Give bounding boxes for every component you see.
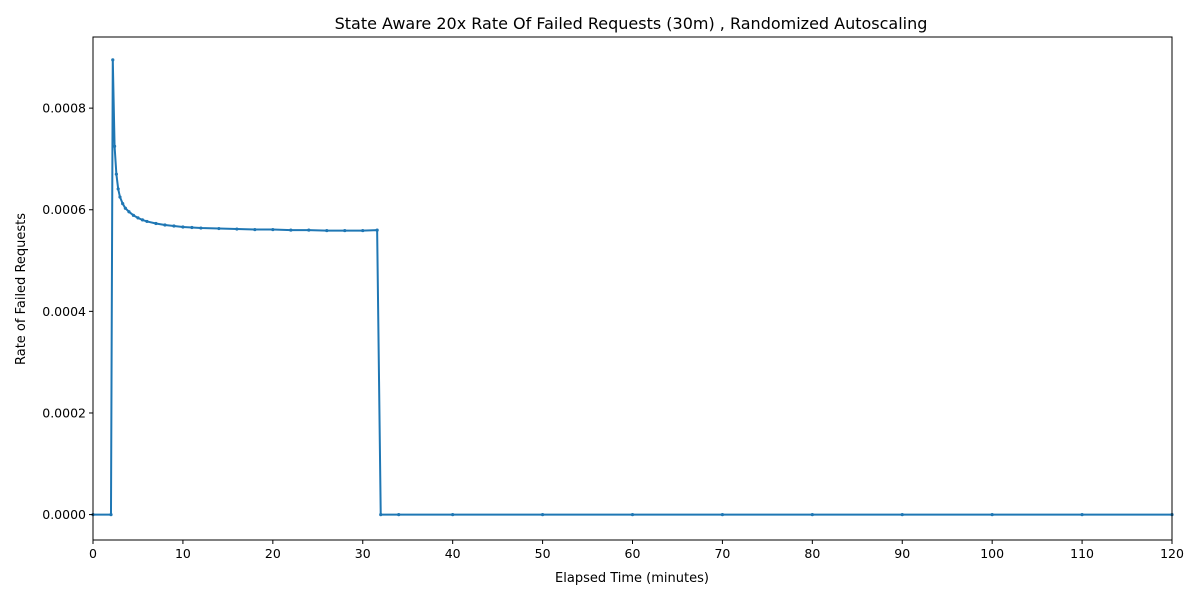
data-point xyxy=(451,512,455,517)
x-tick-label: 40 xyxy=(445,546,461,561)
data-point xyxy=(289,228,293,232)
data-point xyxy=(375,228,379,232)
y-tick-label: 0.0006 xyxy=(42,202,86,217)
data-point xyxy=(116,187,120,191)
data-point xyxy=(145,219,149,224)
series-line xyxy=(93,58,1172,516)
data-point xyxy=(181,225,185,229)
x-tick-label: 20 xyxy=(265,546,281,561)
data-point xyxy=(720,512,725,517)
x-tick-label: 10 xyxy=(175,546,191,561)
x-tick-label: 30 xyxy=(355,546,371,561)
x-tick-label: 100 xyxy=(980,546,1004,561)
x-tick-label: 120 xyxy=(1160,546,1184,561)
data-point xyxy=(990,512,994,517)
x-tick-label: 70 xyxy=(714,546,730,561)
data-point xyxy=(1080,512,1084,517)
data-point xyxy=(109,512,113,517)
x-tick-label: 60 xyxy=(625,546,641,561)
data-point xyxy=(900,512,904,517)
x-tick-label: 50 xyxy=(535,546,551,561)
data-point xyxy=(121,202,125,206)
data-point xyxy=(154,221,158,226)
data-point xyxy=(140,218,145,222)
data-point xyxy=(114,172,118,176)
data-point xyxy=(199,226,203,230)
data-point xyxy=(118,195,122,199)
data-point xyxy=(253,227,257,232)
data-point xyxy=(630,512,635,517)
data-point xyxy=(307,228,311,232)
data-point xyxy=(540,512,545,517)
data-point xyxy=(112,144,117,148)
x-axis: 0 10 20 30 40 50 60 70 80 90 100 110 120 xyxy=(89,540,1184,561)
data-point xyxy=(361,228,365,233)
y-tick-label: 0.0002 xyxy=(42,405,86,420)
data-point xyxy=(271,227,275,232)
plot-area xyxy=(91,58,1174,517)
data-point xyxy=(172,224,176,228)
data-point xyxy=(163,223,167,227)
data-point xyxy=(235,227,239,231)
data-point xyxy=(325,228,329,233)
data-point xyxy=(397,512,401,517)
y-axis-label: Rate of Failed Requests xyxy=(14,213,29,365)
plot-frame xyxy=(92,36,1173,541)
data-point xyxy=(379,512,383,517)
data-point xyxy=(123,206,127,210)
y-tick-label: 0.0000 xyxy=(42,507,86,522)
data-point xyxy=(217,226,221,231)
x-axis-label: Elapsed Time (minutes) xyxy=(555,571,709,586)
x-tick-label: 90 xyxy=(894,546,910,561)
y-tick-label: 0.0004 xyxy=(42,304,86,319)
data-point xyxy=(343,228,347,233)
data-point xyxy=(190,225,194,230)
data-point xyxy=(127,210,131,214)
data-point xyxy=(810,512,814,517)
data-point xyxy=(111,58,115,62)
data-point xyxy=(131,213,136,217)
x-tick-label: 80 xyxy=(804,546,820,561)
x-tick-label: 110 xyxy=(1070,546,1094,561)
y-tick-label: 0.0008 xyxy=(42,101,86,116)
x-tick-label: 0 xyxy=(89,546,97,561)
chart-title: State Aware 20x Rate Of Failed Requests … xyxy=(335,14,928,33)
data-point xyxy=(136,216,140,220)
y-axis: 0.0000 0.0002 0.0004 0.0006 0.0008 xyxy=(42,101,93,522)
